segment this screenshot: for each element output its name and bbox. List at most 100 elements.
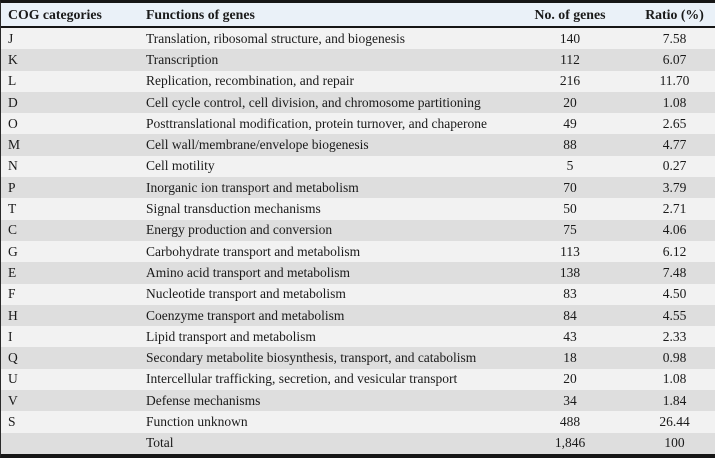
table-row: K Transcription 112 6.07 [1, 49, 715, 71]
function-cell: Total [146, 435, 174, 451]
ratio-cell: 4.77 [662, 137, 687, 153]
table-row: Q Secondary metabolite biosynthesis, tran… [1, 347, 715, 369]
cog-category-cell: M [8, 137, 21, 153]
table-row: I Lipid transport and metabolism 43 2.33 [1, 326, 715, 348]
table-row: V Defense mechanisms 34 1.84 [1, 390, 715, 412]
function-cell: Cell wall/membrane/envelope biogenesis [146, 137, 369, 153]
function-cell: Coenzyme transport and metabolism [146, 307, 345, 323]
table-row: P Inorganic ion transport and metabolism 7… [1, 177, 715, 199]
ratio-cell: 4.06 [662, 222, 687, 238]
ratio-cell: 6.07 [662, 51, 687, 67]
ratio-cell: 0.27 [662, 158, 687, 174]
gene-count-cell: 50 [563, 201, 577, 217]
gene-count-cell: 84 [563, 307, 577, 323]
gene-count-cell: 5 [566, 158, 574, 174]
gene-count-cell: 43 [563, 328, 577, 344]
gene-count-cell: 1,846 [554, 435, 586, 451]
ratio-cell: 3.79 [662, 179, 687, 195]
function-cell: Replication, recombination, and repair [146, 73, 355, 89]
table-row: H Coenzyme transport and metabolism 84 4.55 [1, 304, 715, 327]
cog-category-cell: T [8, 201, 17, 217]
cog-category-cell: Q [8, 350, 18, 366]
ratio-cell: 2.65 [662, 115, 687, 131]
cog-category-cell: V [8, 392, 18, 408]
table-row: N Cell motility 5 0.27 [1, 155, 715, 178]
gene-count-cell: 34 [563, 392, 577, 408]
ratio-cell: 2.33 [662, 328, 687, 344]
function-cell: Nucleotide transport and metabolism [146, 286, 346, 302]
ratio-cell: 6.12 [662, 243, 687, 259]
gene-count-cell: 49 [563, 115, 577, 131]
header-functions-of-genes: Functions of genes [146, 6, 255, 22]
ratio-cell: 7.48 [662, 264, 687, 280]
ratio-cell: 4.50 [662, 286, 687, 302]
ratio-cell: 2.71 [662, 201, 687, 217]
header-no-of-genes: No. of genes [534, 6, 606, 22]
gene-count-cell: 20 [563, 94, 577, 110]
cog-category-cell: N [8, 158, 18, 174]
function-cell: Defense mechanisms [146, 392, 261, 408]
function-cell: Amino acid transport and metabolism [146, 264, 350, 280]
table-row: E Amino acid transport and metabolism 138 7… [1, 262, 715, 284]
function-cell: Secondary metabolite biosynthesis, trans… [146, 350, 477, 366]
gene-count-cell: 75 [563, 222, 577, 238]
cog-category-cell: D [8, 94, 18, 110]
table-row: F Nucleotide transport and metabolism 83 4.… [1, 283, 715, 305]
gene-count-cell: 138 [559, 264, 581, 280]
cog-category-cell: F [8, 286, 16, 302]
header-cog-categories: COG categories [8, 6, 102, 22]
cog-category-cell: I [8, 328, 13, 344]
table-header-row: COG categories Functions of genes No. of… [1, 3, 715, 28]
cog-category-cell: C [8, 222, 18, 238]
table-row: G Carbohydrate transport and metabolism 11… [1, 240, 715, 263]
cog-category-cell: K [8, 51, 18, 67]
function-cell: Posttranslational modification, protein … [146, 115, 487, 131]
function-cell: Intercellular trafficking, secretion, an… [146, 371, 458, 387]
cog-category-cell: U [8, 371, 18, 387]
function-cell: Transcription [146, 51, 219, 67]
table-row: U Intercellular trafficking, secretion, a… [1, 368, 715, 391]
gene-count-cell: 20 [563, 371, 577, 387]
function-cell: Cell cycle control, cell division, and c… [146, 94, 481, 110]
function-cell: Function unknown [146, 413, 248, 429]
function-cell: Carbohydrate transport and metabolism [146, 243, 361, 259]
gene-count-cell: 113 [560, 243, 580, 259]
cog-category-cell: E [8, 264, 17, 280]
gene-count-cell: 18 [563, 350, 577, 366]
ratio-cell: 4.55 [662, 307, 687, 323]
table-body: J Translation, ribosomal structure, and b… [1, 28, 715, 454]
cog-category-cell: G [8, 243, 18, 259]
ratio-cell: 11.70 [659, 73, 690, 89]
function-cell: Signal transduction mechanisms [146, 201, 321, 217]
gene-count-cell: 140 [559, 30, 581, 46]
table-row: S Function unknown 488 26.44 [1, 411, 715, 433]
function-cell: Cell motility [146, 158, 215, 174]
ratio-cell: 26.44 [659, 413, 690, 429]
gene-count-cell: 216 [559, 73, 581, 89]
cog-category-cell: H [8, 307, 18, 323]
function-cell: Translation, ribosomal structure, and bi… [146, 30, 405, 46]
gene-count-cell: 70 [563, 179, 577, 195]
table-row: Total 1,846 100 [1, 432, 715, 454]
table-row: O Posttranslational modification, protein… [1, 113, 715, 135]
ratio-cell: 7.58 [662, 30, 687, 46]
ratio-cell: 1.84 [662, 392, 687, 408]
cog-category-cell: S [8, 413, 16, 429]
cog-category-cell: P [8, 179, 16, 195]
table-row: D Cell cycle control, cell division, and … [1, 91, 715, 114]
table-row: T Signal transduction mechanisms 50 2.71 [1, 198, 715, 220]
cog-category-cell: L [8, 73, 17, 89]
table-row: J Translation, ribosomal structure, and b… [1, 28, 715, 50]
ratio-cell: 100 [664, 435, 685, 451]
gene-count-cell: 488 [559, 413, 581, 429]
gene-count-cell: 112 [560, 51, 580, 67]
function-cell: Lipid transport and metabolism [146, 328, 316, 344]
ratio-cell: 1.08 [662, 371, 687, 387]
ratio-cell: 1.08 [662, 94, 687, 110]
ratio-cell: 0.98 [662, 350, 687, 366]
function-cell: Energy production and conversion [146, 222, 333, 238]
cog-category-cell: J [8, 30, 14, 46]
table-row: M Cell wall/membrane/envelope biogenesis 8… [1, 134, 715, 156]
header-ratio: Ratio (%) [645, 6, 704, 22]
